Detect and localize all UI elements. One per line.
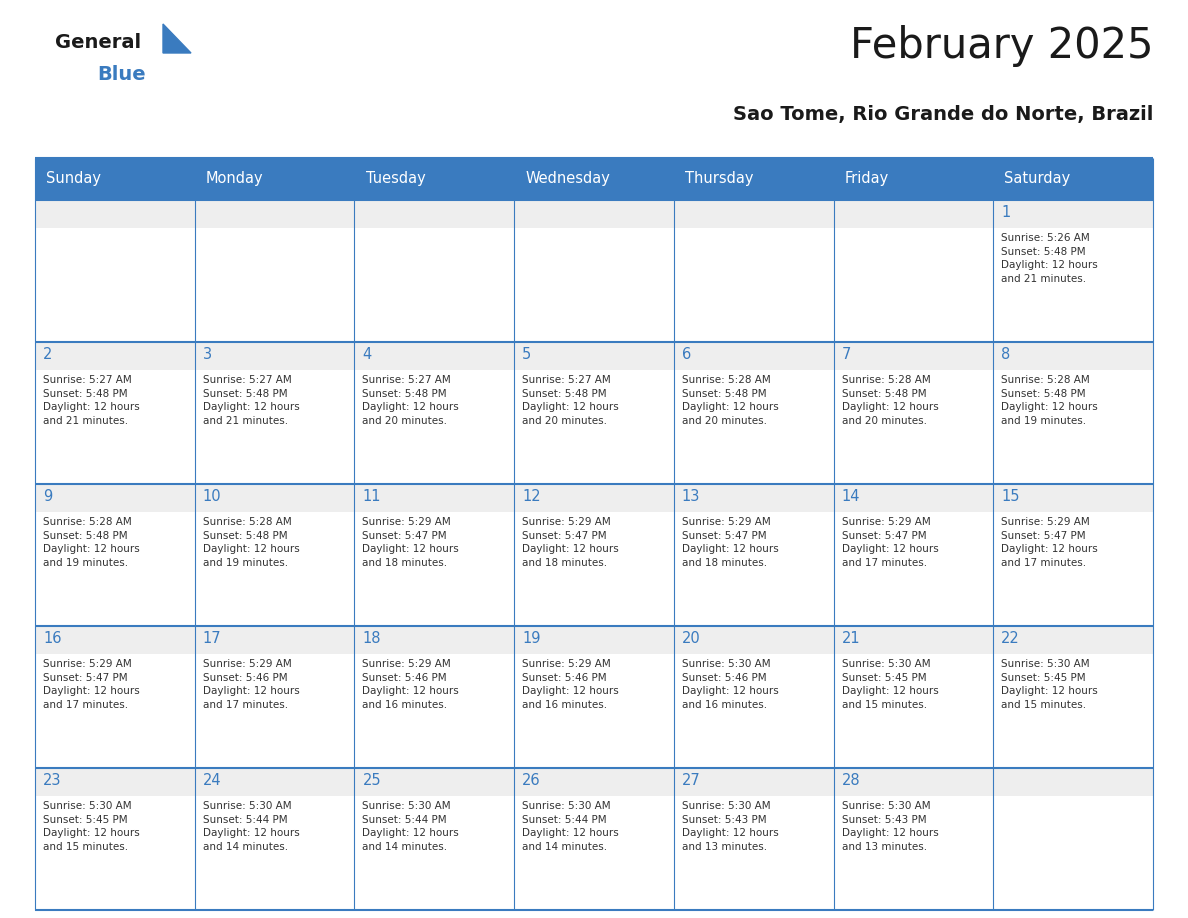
Bar — [195, 158, 354, 200]
Bar — [34, 484, 1154, 512]
Text: 10: 10 — [203, 489, 221, 504]
Text: 12: 12 — [523, 489, 541, 504]
Text: 26: 26 — [523, 773, 541, 788]
Text: Sunrise: 5:30 AM
Sunset: 5:43 PM
Daylight: 12 hours
and 13 minutes.: Sunrise: 5:30 AM Sunset: 5:43 PM Dayligh… — [682, 801, 778, 852]
Polygon shape — [163, 24, 191, 53]
Text: Blue: Blue — [97, 65, 146, 84]
Bar — [34, 626, 1154, 768]
Text: Sunrise: 5:30 AM
Sunset: 5:43 PM
Daylight: 12 hours
and 13 minutes.: Sunrise: 5:30 AM Sunset: 5:43 PM Dayligh… — [841, 801, 939, 852]
Text: Sunrise: 5:27 AM
Sunset: 5:48 PM
Daylight: 12 hours
and 21 minutes.: Sunrise: 5:27 AM Sunset: 5:48 PM Dayligh… — [43, 375, 140, 426]
Text: 22: 22 — [1001, 631, 1020, 646]
Text: 13: 13 — [682, 489, 700, 504]
Text: Sunrise: 5:30 AM
Sunset: 5:44 PM
Daylight: 12 hours
and 14 minutes.: Sunrise: 5:30 AM Sunset: 5:44 PM Dayligh… — [203, 801, 299, 852]
Text: 16: 16 — [43, 631, 62, 646]
Text: Wednesday: Wednesday — [525, 172, 611, 186]
Bar — [34, 626, 1154, 654]
Bar — [34, 768, 1154, 796]
Text: Sunrise: 5:30 AM
Sunset: 5:46 PM
Daylight: 12 hours
and 16 minutes.: Sunrise: 5:30 AM Sunset: 5:46 PM Dayligh… — [682, 659, 778, 710]
Text: 7: 7 — [841, 347, 851, 362]
Text: Sunrise: 5:29 AM
Sunset: 5:47 PM
Daylight: 12 hours
and 17 minutes.: Sunrise: 5:29 AM Sunset: 5:47 PM Dayligh… — [43, 659, 140, 710]
Bar — [674, 158, 834, 200]
Text: 23: 23 — [43, 773, 62, 788]
Text: Sunrise: 5:28 AM
Sunset: 5:48 PM
Daylight: 12 hours
and 20 minutes.: Sunrise: 5:28 AM Sunset: 5:48 PM Dayligh… — [841, 375, 939, 426]
Bar — [34, 158, 195, 200]
Text: Friday: Friday — [845, 172, 889, 186]
Text: Sunrise: 5:29 AM
Sunset: 5:46 PM
Daylight: 12 hours
and 16 minutes.: Sunrise: 5:29 AM Sunset: 5:46 PM Dayligh… — [523, 659, 619, 710]
Text: Sunrise: 5:30 AM
Sunset: 5:45 PM
Daylight: 12 hours
and 15 minutes.: Sunrise: 5:30 AM Sunset: 5:45 PM Dayligh… — [1001, 659, 1098, 710]
Text: 2: 2 — [43, 347, 52, 362]
Text: Sunrise: 5:27 AM
Sunset: 5:48 PM
Daylight: 12 hours
and 20 minutes.: Sunrise: 5:27 AM Sunset: 5:48 PM Dayligh… — [523, 375, 619, 426]
Text: Thursday: Thursday — [685, 172, 753, 186]
Text: Sunrise: 5:28 AM
Sunset: 5:48 PM
Daylight: 12 hours
and 19 minutes.: Sunrise: 5:28 AM Sunset: 5:48 PM Dayligh… — [43, 517, 140, 568]
Text: Sunrise: 5:27 AM
Sunset: 5:48 PM
Daylight: 12 hours
and 20 minutes.: Sunrise: 5:27 AM Sunset: 5:48 PM Dayligh… — [362, 375, 460, 426]
Text: Sunrise: 5:27 AM
Sunset: 5:48 PM
Daylight: 12 hours
and 21 minutes.: Sunrise: 5:27 AM Sunset: 5:48 PM Dayligh… — [203, 375, 299, 426]
Text: 19: 19 — [523, 631, 541, 646]
Bar — [34, 768, 1154, 910]
Text: 17: 17 — [203, 631, 221, 646]
Text: General: General — [55, 33, 141, 52]
Bar — [514, 158, 674, 200]
Text: Sunrise: 5:28 AM
Sunset: 5:48 PM
Daylight: 12 hours
and 19 minutes.: Sunrise: 5:28 AM Sunset: 5:48 PM Dayligh… — [203, 517, 299, 568]
Text: 14: 14 — [841, 489, 860, 504]
Text: 4: 4 — [362, 347, 372, 362]
Bar — [834, 158, 993, 200]
Text: 25: 25 — [362, 773, 381, 788]
Text: Sunrise: 5:28 AM
Sunset: 5:48 PM
Daylight: 12 hours
and 19 minutes.: Sunrise: 5:28 AM Sunset: 5:48 PM Dayligh… — [1001, 375, 1098, 426]
Text: 5: 5 — [523, 347, 531, 362]
Text: 27: 27 — [682, 773, 701, 788]
Text: February 2025: February 2025 — [849, 25, 1154, 67]
Text: Sunrise: 5:26 AM
Sunset: 5:48 PM
Daylight: 12 hours
and 21 minutes.: Sunrise: 5:26 AM Sunset: 5:48 PM Dayligh… — [1001, 233, 1098, 284]
Text: Sunrise: 5:30 AM
Sunset: 5:45 PM
Daylight: 12 hours
and 15 minutes.: Sunrise: 5:30 AM Sunset: 5:45 PM Dayligh… — [841, 659, 939, 710]
Text: 11: 11 — [362, 489, 381, 504]
Text: Sunrise: 5:30 AM
Sunset: 5:45 PM
Daylight: 12 hours
and 15 minutes.: Sunrise: 5:30 AM Sunset: 5:45 PM Dayligh… — [43, 801, 140, 852]
Text: Sunrise: 5:29 AM
Sunset: 5:46 PM
Daylight: 12 hours
and 17 minutes.: Sunrise: 5:29 AM Sunset: 5:46 PM Dayligh… — [203, 659, 299, 710]
Text: Sunrise: 5:29 AM
Sunset: 5:47 PM
Daylight: 12 hours
and 18 minutes.: Sunrise: 5:29 AM Sunset: 5:47 PM Dayligh… — [362, 517, 460, 568]
Text: Sunrise: 5:29 AM
Sunset: 5:46 PM
Daylight: 12 hours
and 16 minutes.: Sunrise: 5:29 AM Sunset: 5:46 PM Dayligh… — [362, 659, 460, 710]
Bar — [993, 158, 1154, 200]
Bar — [34, 484, 1154, 626]
Text: 20: 20 — [682, 631, 701, 646]
Text: Sunrise: 5:29 AM
Sunset: 5:47 PM
Daylight: 12 hours
and 18 minutes.: Sunrise: 5:29 AM Sunset: 5:47 PM Dayligh… — [682, 517, 778, 568]
Text: Sunrise: 5:30 AM
Sunset: 5:44 PM
Daylight: 12 hours
and 14 minutes.: Sunrise: 5:30 AM Sunset: 5:44 PM Dayligh… — [362, 801, 460, 852]
Text: 18: 18 — [362, 631, 381, 646]
Text: Sunrise: 5:29 AM
Sunset: 5:47 PM
Daylight: 12 hours
and 17 minutes.: Sunrise: 5:29 AM Sunset: 5:47 PM Dayligh… — [841, 517, 939, 568]
Text: 6: 6 — [682, 347, 691, 362]
Text: 15: 15 — [1001, 489, 1019, 504]
Text: Sunday: Sunday — [46, 172, 101, 186]
Bar — [34, 342, 1154, 484]
Bar — [354, 158, 514, 200]
Text: Sunrise: 5:28 AM
Sunset: 5:48 PM
Daylight: 12 hours
and 20 minutes.: Sunrise: 5:28 AM Sunset: 5:48 PM Dayligh… — [682, 375, 778, 426]
Text: Tuesday: Tuesday — [366, 172, 425, 186]
Text: 28: 28 — [841, 773, 860, 788]
Text: 9: 9 — [43, 489, 52, 504]
Text: Sao Tome, Rio Grande do Norte, Brazil: Sao Tome, Rio Grande do Norte, Brazil — [733, 105, 1154, 124]
Text: 1: 1 — [1001, 205, 1011, 220]
Text: Sunrise: 5:30 AM
Sunset: 5:44 PM
Daylight: 12 hours
and 14 minutes.: Sunrise: 5:30 AM Sunset: 5:44 PM Dayligh… — [523, 801, 619, 852]
Text: Sunrise: 5:29 AM
Sunset: 5:47 PM
Daylight: 12 hours
and 18 minutes.: Sunrise: 5:29 AM Sunset: 5:47 PM Dayligh… — [523, 517, 619, 568]
Text: 21: 21 — [841, 631, 860, 646]
Text: Saturday: Saturday — [1005, 172, 1070, 186]
Bar — [34, 200, 1154, 342]
Text: Monday: Monday — [206, 172, 264, 186]
Bar — [34, 342, 1154, 370]
Text: Sunrise: 5:29 AM
Sunset: 5:47 PM
Daylight: 12 hours
and 17 minutes.: Sunrise: 5:29 AM Sunset: 5:47 PM Dayligh… — [1001, 517, 1098, 568]
Text: 3: 3 — [203, 347, 211, 362]
Text: 8: 8 — [1001, 347, 1011, 362]
Text: 24: 24 — [203, 773, 221, 788]
Bar — [34, 200, 1154, 228]
